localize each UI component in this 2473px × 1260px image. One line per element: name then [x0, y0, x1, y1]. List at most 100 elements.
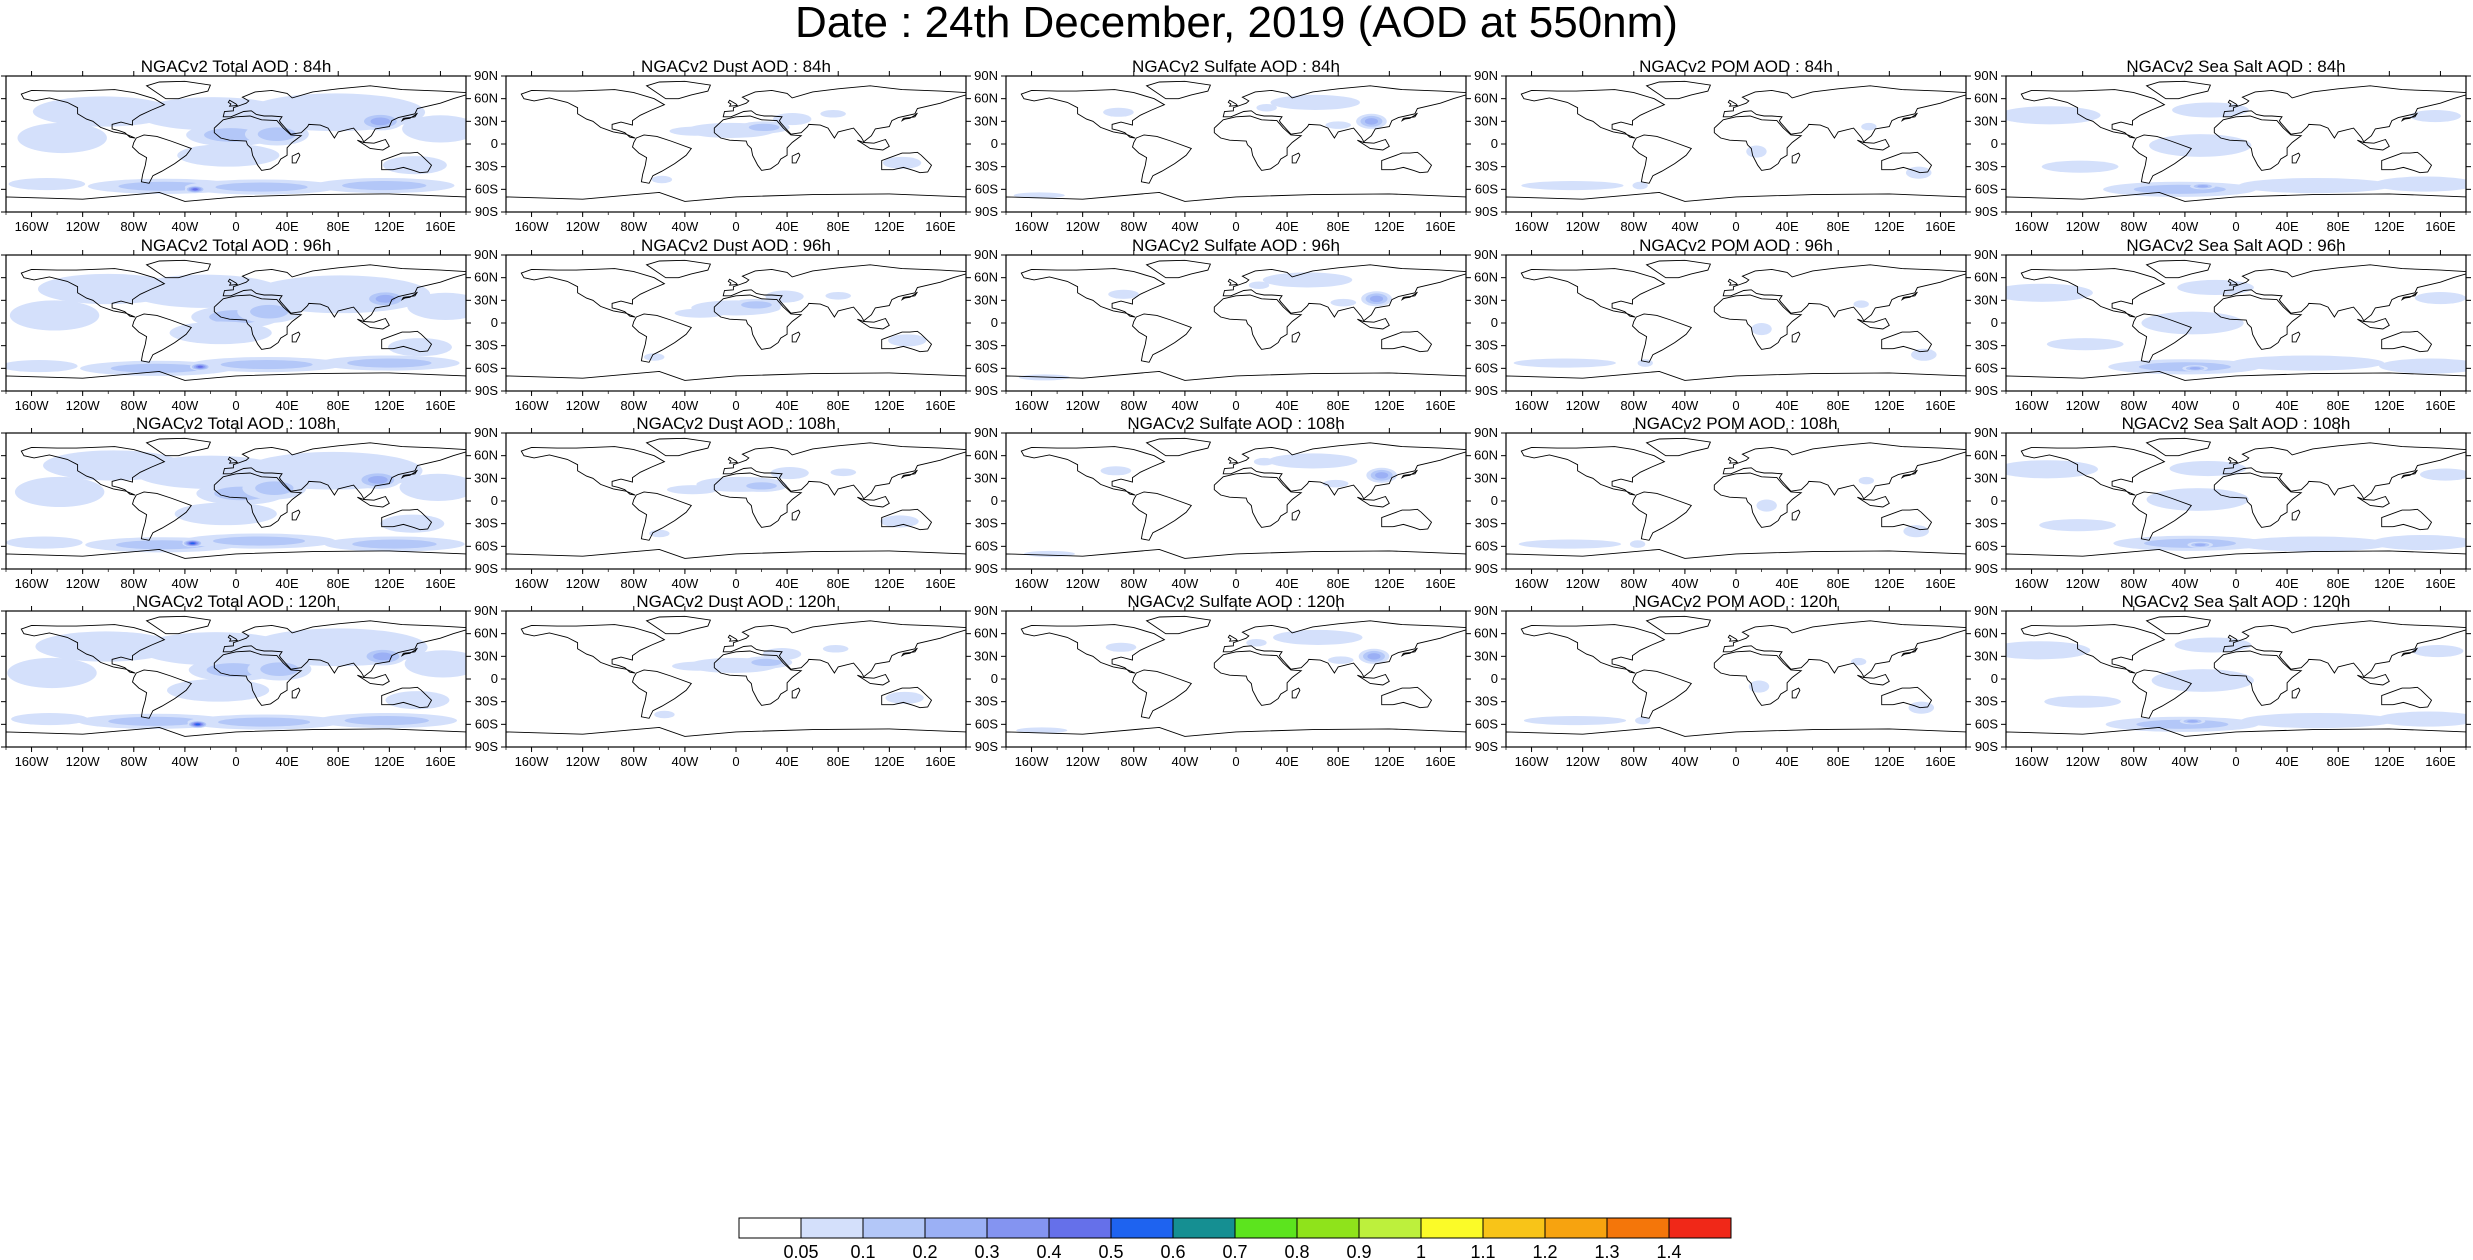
aod-contour-fill: [820, 110, 846, 118]
lat-tick-label: 60N: [1474, 91, 1498, 106]
aod-contour-fill: [1369, 295, 1384, 303]
aod-contour-fill: [7, 657, 97, 689]
lon-tick-label: 160W: [15, 576, 50, 591]
lon-tick-label: 120W: [566, 398, 601, 413]
aod-contour-fill: [218, 717, 311, 727]
panel-title: NGACv2 Sea Salt AOD : 120h: [2121, 592, 2351, 611]
coastline: [1291, 331, 1301, 343]
aod-contour-fill: [197, 365, 204, 368]
lat-tick-label: 90S: [975, 383, 998, 398]
coastline: [2020, 624, 2166, 674]
coastline: [2020, 446, 2166, 496]
lon-tick-label: 120E: [1374, 398, 1405, 413]
coastline: [227, 278, 239, 286]
lon-tick-label: 160W: [1015, 219, 1050, 234]
coastline: [131, 669, 193, 719]
colorbar-swatch: [1544, 1217, 1608, 1239]
lat-tick-label: 0: [991, 493, 998, 508]
panel-title: NGACv2 Dust AOD : 96h: [641, 236, 831, 255]
aod-contour-fill: [1325, 121, 1351, 129]
lat-tick-label: 60N: [974, 270, 998, 285]
coastline: [2227, 99, 2239, 107]
aod-contour-fill: [1328, 656, 1354, 664]
coastline: [1006, 548, 1466, 569]
lon-tick-label: 160W: [1015, 754, 1050, 769]
aod-contour-fill: [399, 473, 466, 501]
lat-tick-label: 90S: [1475, 739, 1498, 754]
coastline: [2213, 472, 2303, 528]
lat-tick-label: 30S: [1475, 694, 1498, 709]
coastline: [881, 151, 933, 174]
lat-tick-label: 90N: [474, 70, 498, 83]
lat-tick-label: 30N: [1474, 113, 1498, 128]
lat-tick-label: 90S: [1975, 383, 1998, 398]
aod-contour-fill: [17, 122, 107, 154]
coastline: [1727, 278, 1739, 286]
coastline: [1006, 191, 1466, 212]
coastline: [1857, 495, 1890, 508]
lon-tick-label: 160E: [2425, 754, 2456, 769]
lat-tick-label: 90N: [1974, 70, 1998, 83]
aod-contour-fill: [1100, 466, 1132, 476]
lat-tick-label: 30N: [474, 292, 498, 307]
aod-contour-fill: [1248, 281, 1270, 289]
lon-tick-label: 40E: [1276, 398, 1299, 413]
lat-tick-label: 0: [1991, 493, 1998, 508]
aod-contour-fill: [1632, 181, 1648, 190]
coastline: [131, 313, 193, 363]
aod-contour-fill: [1853, 300, 1869, 308]
aod-contour-fill: [367, 475, 388, 484]
coastline: [145, 80, 212, 100]
coastline: [1645, 615, 1712, 635]
coastline: [381, 686, 433, 709]
lon-tick-label: 160E: [1425, 576, 1456, 591]
lat-tick-label: 60S: [1475, 360, 1498, 375]
coastline: [1291, 687, 1301, 699]
lon-tick-label: 160E: [1425, 398, 1456, 413]
coastline: [2400, 469, 2418, 479]
coastline: [20, 446, 166, 496]
coastline: [1020, 89, 1166, 139]
aod-contour-fill: [167, 679, 270, 702]
lon-tick-label: 120E: [1374, 754, 1405, 769]
coastline: [1727, 99, 1739, 107]
lat-tick-label: 90N: [1474, 249, 1498, 262]
lon-tick-label: 160E: [1925, 576, 1956, 591]
lon-tick-label: 120E: [874, 219, 905, 234]
lat-tick-label: 30S: [1975, 338, 1998, 353]
aod-contour-fill: [2414, 292, 2466, 305]
lat-tick-label: 60S: [475, 716, 498, 731]
lon-tick-label: 120W: [566, 576, 601, 591]
lon-tick-label: 40E: [276, 219, 299, 234]
coastline: [1357, 317, 1390, 330]
aod-contour-fill: [1367, 653, 1381, 660]
lon-tick-label: 40E: [1776, 754, 1799, 769]
lon-tick-label: 80W: [120, 576, 147, 591]
coastline: [1400, 291, 1418, 301]
coastline: [2131, 491, 2193, 541]
lon-tick-label: 80E: [2327, 754, 2350, 769]
coastline: [1222, 620, 1466, 678]
coastline: [1791, 687, 1801, 699]
lon-tick-label: 0: [1232, 754, 1239, 769]
lon-tick-label: 40E: [2276, 219, 2299, 234]
coastline: [1400, 647, 1418, 657]
lat-tick-label: 30N: [1474, 648, 1498, 663]
panel-title: NGACv2 Sulfate AOD : 120h: [1127, 592, 1345, 611]
lat-tick-label: 30N: [974, 292, 998, 307]
coastline: [20, 624, 166, 674]
aod-contour-fill: [2141, 311, 2244, 335]
coastline: [722, 620, 966, 678]
coastline: [2291, 331, 2301, 343]
coastline: [1506, 548, 1966, 569]
coastline: [222, 620, 466, 678]
lon-tick-label: 160E: [425, 398, 456, 413]
aod-contour-fill: [177, 144, 280, 167]
lon-tick-label: 80E: [1827, 754, 1850, 769]
coastline: [20, 268, 166, 318]
coastline: [1881, 508, 1933, 531]
lat-tick-label: 60S: [1975, 716, 1998, 731]
map-panel: 90N 60N 30N 0 30S 60S 90S 160W 120W 80W 40W 0 40E 80E…: [1974, 427, 2471, 591]
lon-tick-label: 160W: [2015, 398, 2050, 413]
coastline: [727, 634, 739, 642]
